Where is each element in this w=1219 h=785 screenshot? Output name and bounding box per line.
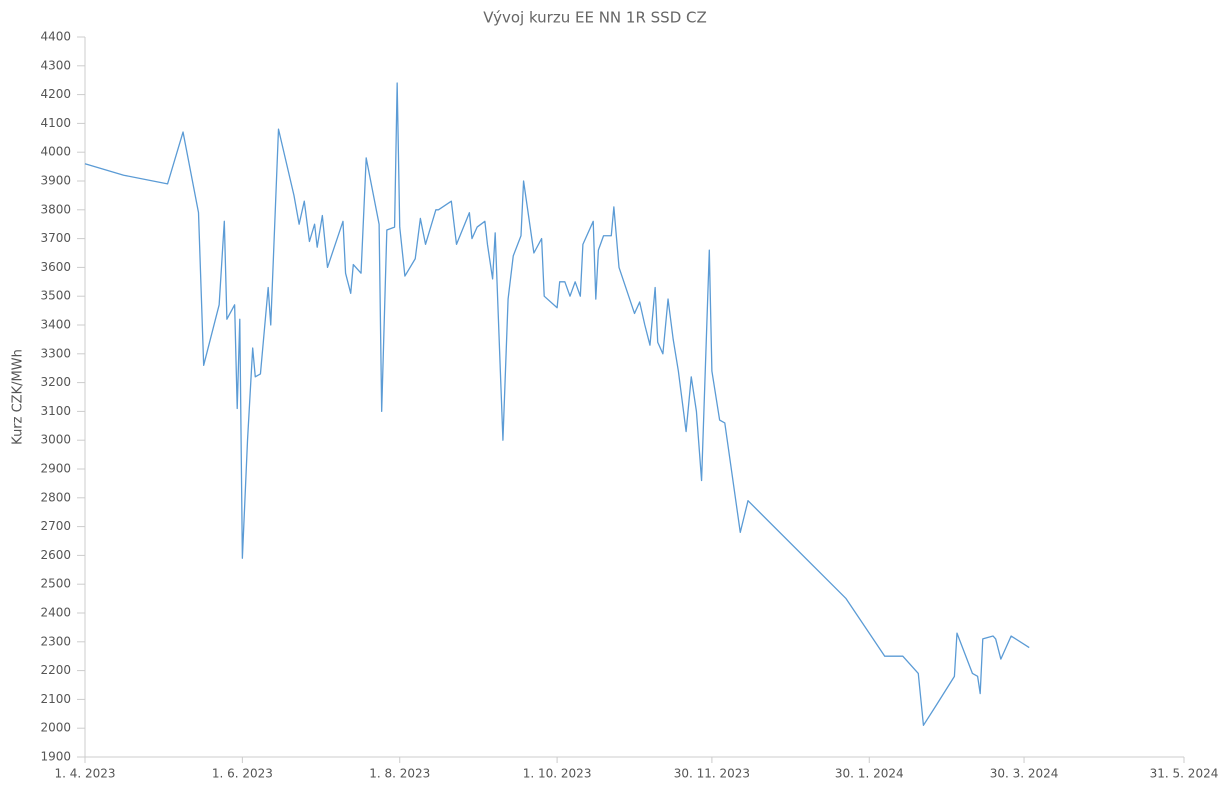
y-tick-label: 4400 xyxy=(40,30,71,44)
y-tick-label: 2900 xyxy=(40,462,71,476)
x-tick-label: 1. 4. 2023 xyxy=(54,767,115,781)
x-tick-label: 30. 1. 2024 xyxy=(835,767,904,781)
y-axis-title: Kurz CZK/MWh xyxy=(11,349,26,445)
y-tick-label: 3900 xyxy=(40,174,71,188)
y-tick-label: 4100 xyxy=(40,116,71,130)
line xyxy=(84,82,1030,726)
x-tick-label: 1. 10. 2023 xyxy=(523,767,592,781)
y-tick-label: 3300 xyxy=(40,346,71,360)
y-tick-label: 4200 xyxy=(40,87,71,101)
x-tick-label: 30. 3. 2024 xyxy=(990,767,1059,781)
y-tick-label: 3100 xyxy=(40,404,71,418)
y-tick-label: 2300 xyxy=(40,634,71,648)
y-tick-label: 2500 xyxy=(40,577,71,591)
y-tick-label: 2600 xyxy=(40,548,71,562)
chart-title: Vývoj kurzu EE NN 1R SSD CZ xyxy=(483,9,707,27)
y-tick-label: 2000 xyxy=(40,721,71,735)
y-tick-label: 2800 xyxy=(40,490,71,504)
y-tick-label: 3200 xyxy=(40,375,71,389)
y-tick-label: 3000 xyxy=(40,433,71,447)
x-tick-label: 1. 6. 2023 xyxy=(212,767,273,781)
y-tick-label: 2700 xyxy=(40,519,71,533)
y-tick-label: 3800 xyxy=(40,202,71,216)
y-tick-label: 4000 xyxy=(40,145,71,159)
y-tick-label: 2400 xyxy=(40,606,71,620)
y-tick-label: 3400 xyxy=(40,318,71,332)
y-tick-label: 1900 xyxy=(40,750,71,764)
x-tick-label: 1. 8. 2023 xyxy=(369,767,430,781)
y-tick-label: 2200 xyxy=(40,663,71,677)
y-tick-label: 3600 xyxy=(40,260,71,274)
y-tick-label: 3500 xyxy=(40,289,71,303)
y-tick-label: 4300 xyxy=(40,58,71,72)
y-tick-label: 3700 xyxy=(40,231,71,245)
y-tick-label: 2100 xyxy=(40,692,71,706)
x-tick-label: 30. 11. 2023 xyxy=(674,767,750,781)
x-tick-label: 31. 5. 2024 xyxy=(1150,767,1219,781)
